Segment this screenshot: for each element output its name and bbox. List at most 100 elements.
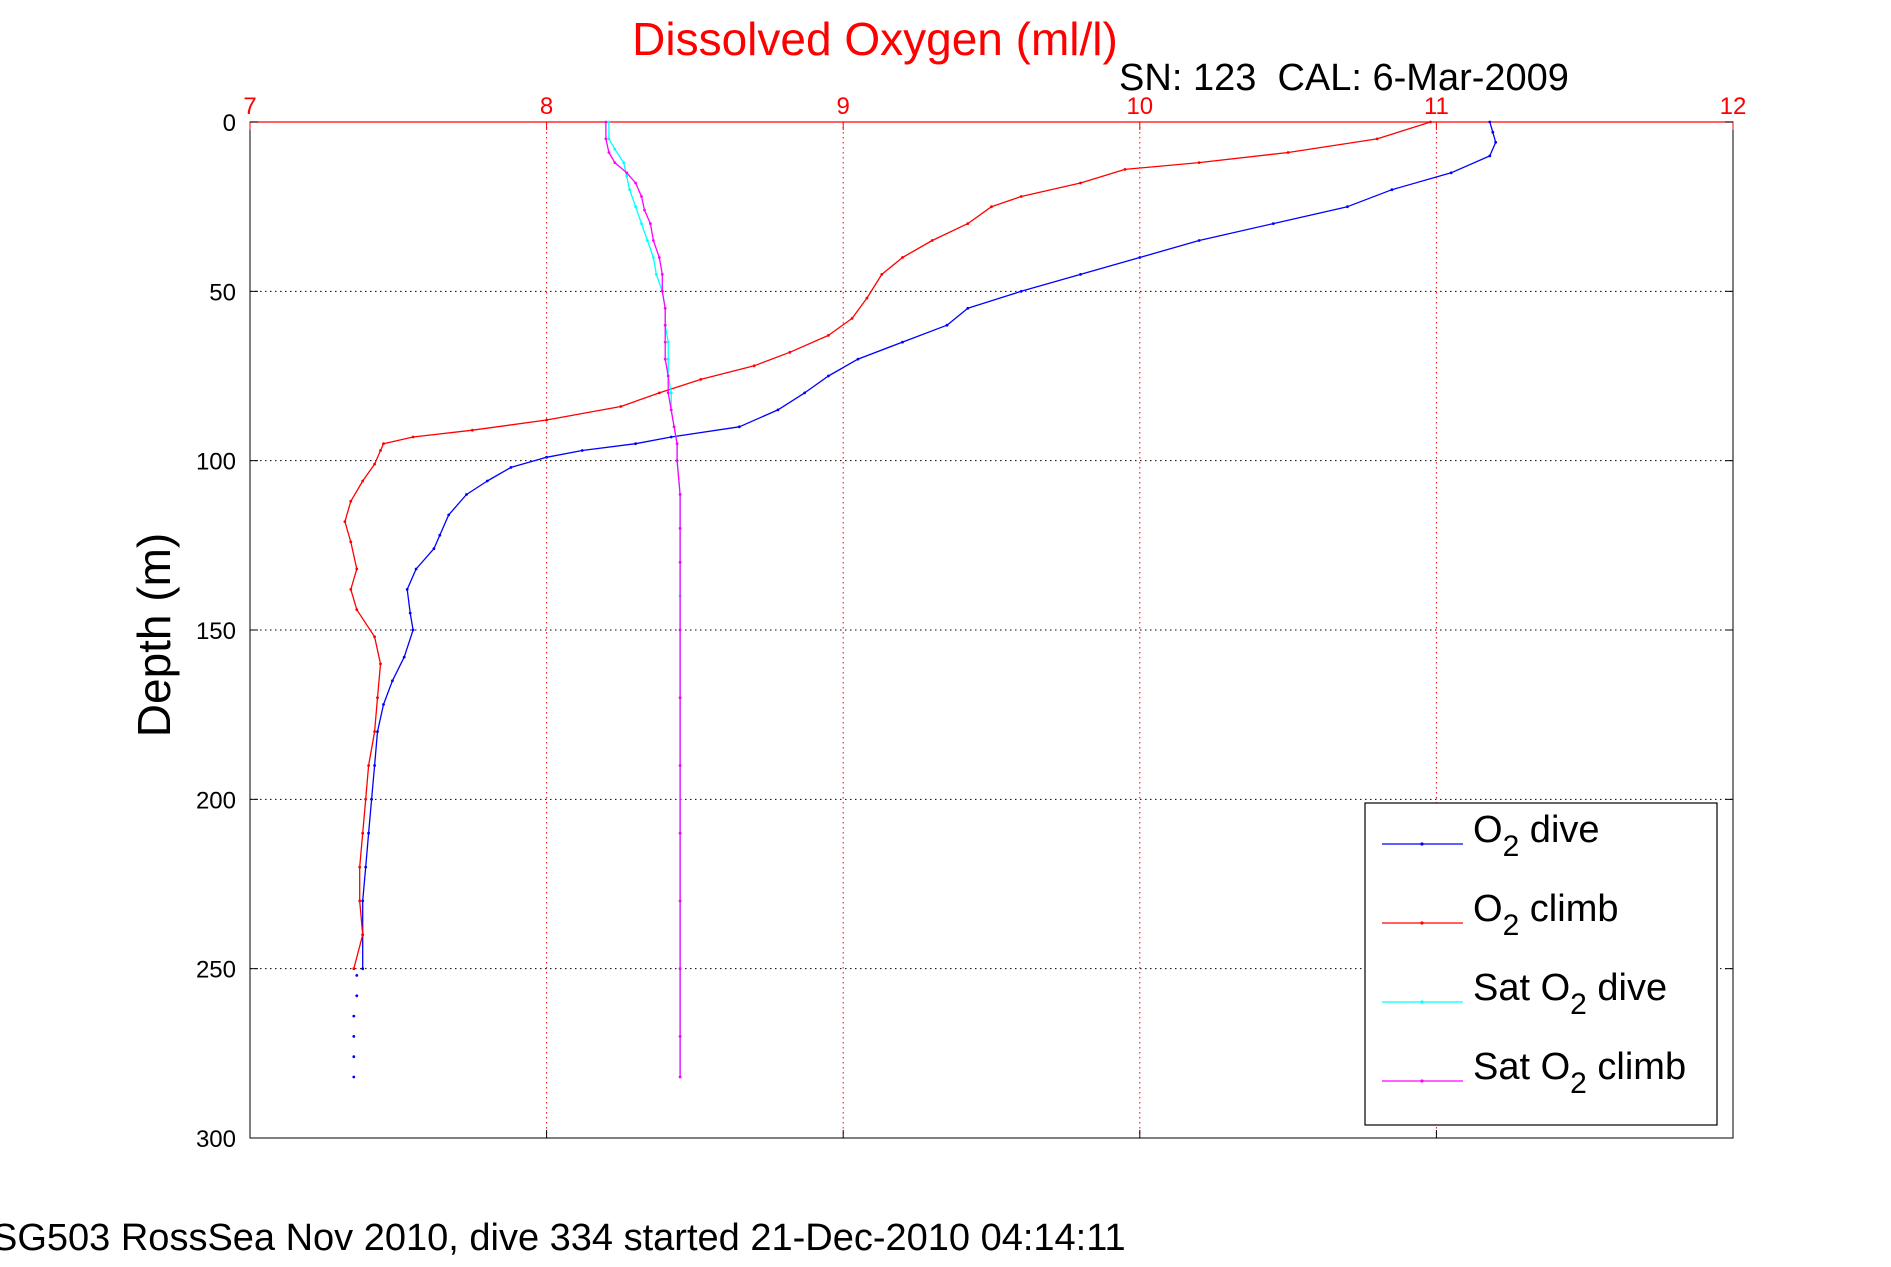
- series-point-1: [411, 435, 415, 439]
- chart-title: Dissolved Oxygen (ml/l): [632, 13, 1118, 65]
- series-point-0: [580, 449, 584, 452]
- series-point-1: [352, 967, 356, 971]
- series-point-0: [1079, 273, 1082, 276]
- series-point-0: [827, 374, 830, 378]
- series-point-1: [358, 865, 362, 869]
- series-point-3: [672, 425, 676, 429]
- series-point-1: [382, 442, 385, 446]
- series-point-3: [678, 967, 682, 971]
- series-point-3: [678, 560, 682, 564]
- series-point-3: [663, 357, 667, 361]
- legend-label: O2 dive: [1473, 809, 1600, 863]
- series-point-0: [669, 435, 673, 439]
- series-point-2: [607, 137, 611, 141]
- series-point-0: [966, 306, 970, 310]
- series-point-4: [355, 974, 359, 977]
- series-point-1: [373, 730, 376, 733]
- series-point-1: [364, 797, 368, 801]
- series-point-0: [945, 323, 949, 327]
- series-point-1: [619, 405, 623, 408]
- series-point-3: [678, 493, 682, 496]
- series-point-4: [355, 994, 359, 998]
- y-tick-label: 250: [196, 957, 236, 984]
- series-point-2: [622, 161, 626, 165]
- series-point-3: [657, 256, 661, 259]
- x-tick-label: 10: [1126, 93, 1153, 120]
- series-point-0: [364, 865, 368, 869]
- legend-label: Sat O2 dive: [1473, 967, 1667, 1021]
- y-tick-label: 100: [196, 449, 236, 476]
- series-point-0: [361, 967, 365, 971]
- series-point-2: [654, 273, 658, 276]
- y-tick-label: 50: [209, 279, 236, 306]
- series-point-4: [352, 1075, 356, 1079]
- series-point-1: [990, 205, 993, 209]
- series-point-2: [669, 391, 673, 395]
- series-point-3: [663, 323, 667, 327]
- legend-label: O2 climb: [1473, 888, 1618, 942]
- legend-marker: [1420, 1000, 1424, 1004]
- series-point-1: [1079, 181, 1082, 185]
- legend-marker: [1420, 921, 1424, 925]
- x-tick-label: 7: [243, 93, 256, 120]
- series-point-2: [646, 239, 649, 242]
- series-point-0: [1488, 154, 1492, 158]
- series-point-3: [660, 289, 664, 293]
- series-point-3: [669, 408, 673, 412]
- series-point-1: [850, 317, 854, 320]
- series-point-3: [634, 181, 637, 185]
- series-point-2: [625, 174, 629, 178]
- series-line-3: [605, 122, 681, 1077]
- series-point-1: [827, 334, 830, 337]
- series-point-3: [678, 1035, 682, 1038]
- series-point-3: [675, 459, 679, 463]
- series-point-1: [1429, 120, 1432, 124]
- series-point-3: [613, 161, 617, 165]
- series-point-1: [379, 662, 382, 666]
- series-point-1: [865, 296, 869, 300]
- series-point-0: [405, 588, 409, 591]
- series-point-0: [447, 513, 451, 517]
- legend-marker: [1420, 1079, 1424, 1083]
- series-point-0: [1494, 140, 1498, 144]
- series-line-2: [608, 122, 681, 1077]
- x-tick-label: 9: [837, 93, 850, 120]
- series-point-1: [349, 540, 353, 544]
- series-point-0: [402, 655, 406, 659]
- series-point-3: [666, 391, 670, 395]
- x-tick-label: 12: [1720, 93, 1747, 120]
- series-point-3: [678, 764, 682, 767]
- series-line-1: [344, 121, 1431, 969]
- series-point-0: [738, 425, 741, 429]
- series-point-3: [663, 306, 667, 310]
- series-point-2: [613, 147, 617, 151]
- series-point-1: [361, 933, 365, 937]
- series-point-3: [678, 899, 682, 903]
- series-point-1: [349, 499, 353, 503]
- x-tick-label: 8: [540, 93, 553, 120]
- series-point-0: [411, 628, 415, 632]
- chart-subtitle: SN: 123 CAL: 6-Mar-2009: [1119, 57, 1569, 99]
- series-point-0: [373, 764, 376, 767]
- series-point-2: [666, 357, 670, 361]
- x-tick-label: 11: [1424, 93, 1449, 120]
- series-line-0: [362, 121, 1497, 969]
- series-point-1: [752, 364, 756, 368]
- series-point-1: [657, 391, 661, 395]
- series-point-2: [628, 188, 631, 192]
- series-point-0: [1449, 171, 1453, 175]
- series-point-1: [358, 899, 362, 903]
- ticks-layer: 7 8 9 10 11 12 0 50 100 150 200 250 300: [196, 93, 1746, 1153]
- series-point-1: [1019, 195, 1023, 198]
- series-point-0: [367, 831, 370, 835]
- series-point-1: [367, 764, 370, 767]
- series-point-3: [678, 628, 682, 632]
- series-point-0: [634, 442, 637, 446]
- series-point-1: [355, 608, 359, 612]
- series-point-2: [634, 205, 637, 209]
- series-point-3: [652, 239, 655, 242]
- series-point-2: [652, 256, 655, 259]
- series-point-1: [545, 418, 548, 422]
- series-point-3: [604, 137, 608, 141]
- series-point-0: [1271, 222, 1275, 226]
